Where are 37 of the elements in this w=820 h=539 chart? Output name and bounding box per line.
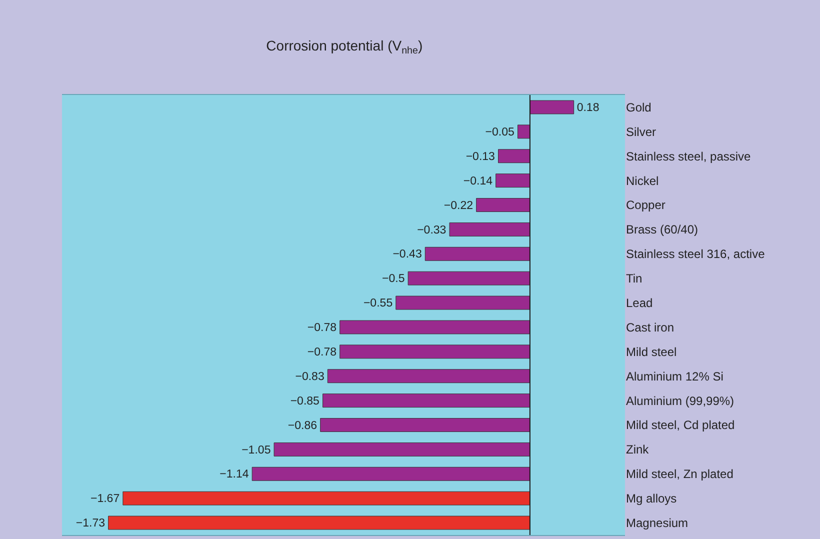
data-label: −1.67 [90, 493, 120, 506]
chart-title: Corrosion potential (V$_{nhe}$) [266, 38, 423, 57]
y-tick-label: Zink [626, 442, 650, 457]
data-label: −0.86 [288, 420, 318, 432]
data-label: −0.78 [307, 322, 337, 334]
data-label: −0.14 [463, 175, 494, 188]
y-tick-label: Cast iron [626, 320, 674, 334]
data-label: −0.05 [485, 126, 514, 139]
y-tick-label: Aluminium (99,99%) [626, 394, 734, 408]
data-label: −1.05 [242, 444, 271, 456]
data-label: −0.83 [295, 370, 324, 383]
y-tick-label: Stainless steel 316, active [626, 247, 766, 262]
y-tick-label: Silver [626, 124, 656, 139]
y-tick-label: Mild steel, Zn plated [626, 467, 734, 482]
data-label: 0.18 [576, 102, 600, 114]
data-label: −0.5 [382, 273, 405, 286]
y-tick-label: Brass (60/40) [626, 222, 698, 237]
y-tick-label: Aluminium 12% Si [626, 369, 724, 384]
y-tick-label: Mild steel, Cd plated [626, 418, 735, 432]
y-tick-label: Nickel [626, 174, 659, 188]
y-tick-label: Mild steel [626, 344, 677, 359]
data-label: −0.43 [392, 248, 422, 261]
data-label: −0.13 [466, 150, 495, 163]
data-label: −1.73 [76, 518, 105, 530]
y-tick-label: Lead [626, 296, 653, 310]
data-label: −1.14 [220, 468, 250, 481]
data-label: −0.22 [444, 200, 474, 212]
y-tick-label: Magnesium [626, 516, 688, 530]
y-tick-label: Tin [626, 272, 642, 286]
data-label: −0.33 [417, 224, 446, 236]
data-label: −0.85 [290, 395, 320, 408]
y-tick-label: Copper [626, 198, 666, 212]
data-label: −0.78 [307, 346, 337, 359]
data-label: −0.55 [363, 298, 393, 310]
y-tick-label: Gold [626, 100, 652, 114]
y-tick-label: Stainless steel, passive [626, 149, 752, 164]
y-tick-label: Mg alloys [626, 492, 677, 506]
